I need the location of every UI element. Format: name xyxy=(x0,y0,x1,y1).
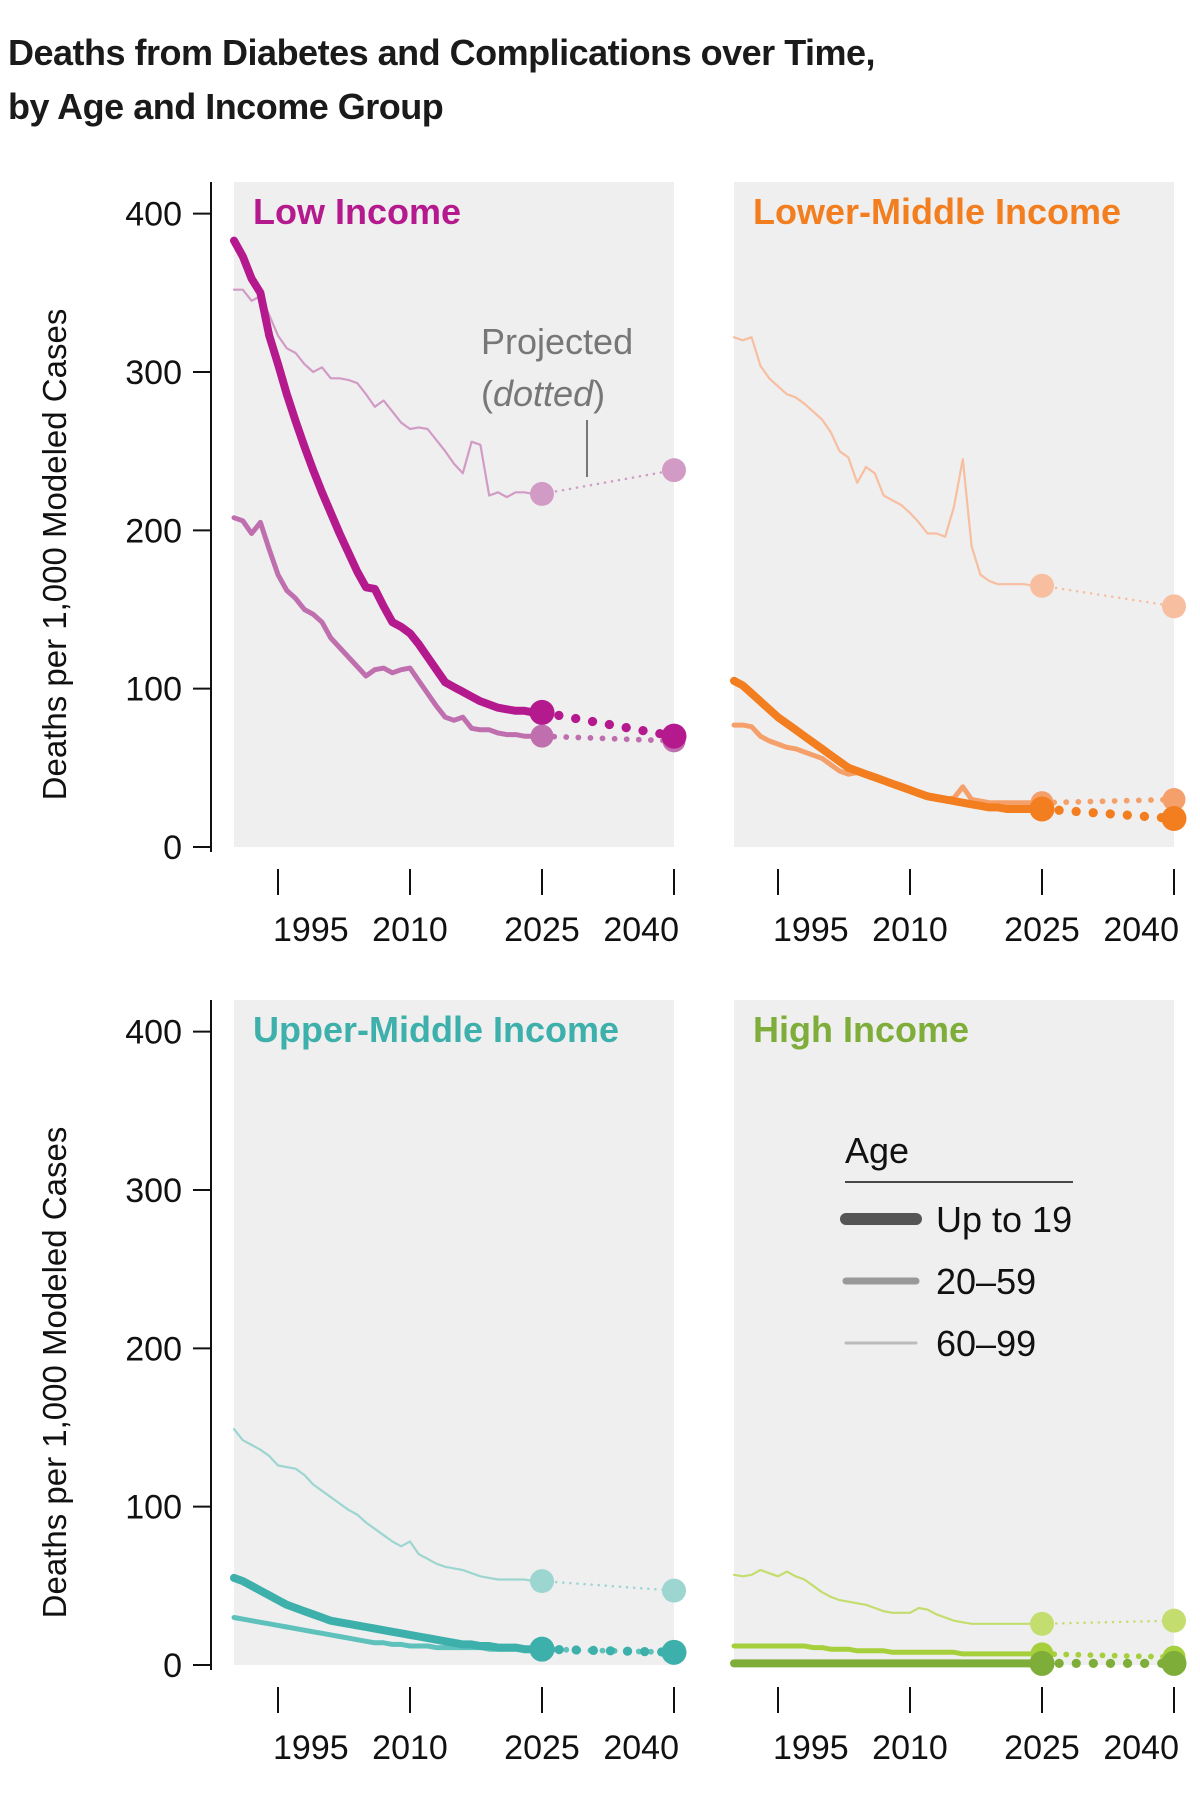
x-tick-label: 2010 xyxy=(872,911,948,949)
point-2025 xyxy=(1030,1611,1054,1636)
annotation-dotted: (dotted) xyxy=(481,373,605,414)
chart-title: Deaths from Diabetes and Complications o… xyxy=(8,26,1108,134)
projected-line xyxy=(537,707,679,741)
series-age-60-99 xyxy=(732,1568,1186,1636)
series-age-60-99 xyxy=(232,288,686,506)
x-tick-label: 1995 xyxy=(773,1729,849,1767)
panel-title: High Income xyxy=(753,1009,969,1050)
chart-title-line-1: Deaths from Diabetes and Complications o… xyxy=(8,32,876,73)
y-tick-label: 300 xyxy=(125,1172,182,1210)
y-tick-label: 200 xyxy=(125,512,182,550)
panel-background xyxy=(234,182,674,847)
projected-line xyxy=(1039,1651,1177,1660)
x-tick-label: 2025 xyxy=(504,911,580,949)
point-2025 xyxy=(1030,573,1054,598)
point-2040 xyxy=(1162,1608,1186,1633)
y-tick-label: 400 xyxy=(125,1014,182,1052)
point-2025 xyxy=(530,481,554,506)
panel-title: Low Income xyxy=(253,191,461,232)
projected-line xyxy=(540,1579,676,1592)
panel-background xyxy=(234,1000,674,1665)
point-2040 xyxy=(661,1639,687,1665)
x-tick-label: 2040 xyxy=(603,1729,679,1767)
series-line xyxy=(231,515,545,739)
point-2040 xyxy=(1161,1650,1187,1676)
series-age-19 xyxy=(230,236,687,749)
point-2025 xyxy=(530,724,554,748)
y-tick-label: 400 xyxy=(125,196,182,234)
panel-low-income: 0 100 200 300 400 Deaths per 1,000 Modeled Ca… xyxy=(36,182,687,949)
series-line xyxy=(232,288,544,499)
y-tick-label: 100 xyxy=(125,671,182,709)
legend-label: 20–59 xyxy=(936,1261,1036,1302)
series-age-19 xyxy=(730,676,1187,831)
series-line xyxy=(232,1427,544,1583)
point-2040 xyxy=(661,723,687,749)
x-tick-label: 2010 xyxy=(872,1729,948,1767)
legend-label: 60–99 xyxy=(936,1323,1036,1364)
panel-background xyxy=(734,182,1174,847)
series-line xyxy=(732,336,1044,587)
point-2025 xyxy=(529,1636,555,1662)
panel-high-income: 1995 2010 2025 2040 High Income Age Up to 19 20… xyxy=(730,1000,1187,1767)
point-2040 xyxy=(662,458,686,483)
series-age-19 xyxy=(730,1650,1187,1676)
projected-line xyxy=(540,468,676,496)
projected-line xyxy=(539,733,677,744)
legend-title: Age xyxy=(845,1130,909,1171)
y-tick-label: 0 xyxy=(163,1647,182,1685)
projected-line xyxy=(539,1646,677,1656)
panel-upper-middle-income: 0 100 200 300 400 Deaths per 1,000 Modeled Ca… xyxy=(36,1000,687,1767)
point-2040 xyxy=(1161,806,1187,831)
y-tick-label: 100 xyxy=(125,1489,182,1527)
series-line xyxy=(230,1573,546,1654)
x-tick-label: 2025 xyxy=(504,1729,580,1767)
x-tick-label: 1995 xyxy=(273,911,349,949)
projected-line xyxy=(1040,1619,1176,1626)
panel-lower-middle-income: 1995 2010 2025 2040 Lower-Middle Income xyxy=(730,182,1187,949)
legend-label: Up to 19 xyxy=(936,1199,1072,1240)
projected-line xyxy=(1037,804,1179,824)
series-line xyxy=(731,1643,1045,1657)
x-tick-label: 2040 xyxy=(1103,911,1179,949)
annotation-projected: Projected xyxy=(481,321,633,362)
panel-title: Upper-Middle Income xyxy=(253,1009,619,1050)
point-2025 xyxy=(530,1569,554,1594)
y-tick-label: 300 xyxy=(125,354,182,392)
series-age-19 xyxy=(230,1573,687,1665)
y-tick-label: 0 xyxy=(163,829,182,867)
series-age-60-99 xyxy=(732,336,1186,619)
point-2025 xyxy=(529,699,555,725)
y-axis-label: Deaths per 1,000 Modeled Cases xyxy=(36,309,73,801)
x-tick-label: 1995 xyxy=(273,1729,349,1767)
point-2025 xyxy=(1029,1650,1055,1676)
x-tick-label: 1995 xyxy=(773,911,849,949)
point-2040 xyxy=(1162,594,1186,619)
x-tick-label: 2040 xyxy=(603,911,679,949)
point-2040 xyxy=(662,1578,686,1603)
projected-line xyxy=(1039,796,1177,806)
x-tick-label: 2040 xyxy=(1103,1729,1179,1767)
panel-title: Lower-Middle Income xyxy=(753,191,1121,232)
series-line xyxy=(732,1568,1044,1625)
x-tick-label: 2010 xyxy=(372,1729,448,1767)
projected-line xyxy=(1040,584,1176,608)
y-tick-label: 200 xyxy=(125,1330,182,1368)
series-age-60-99 xyxy=(232,1427,686,1603)
panel-background xyxy=(734,1000,1174,1665)
x-tick-label: 2025 xyxy=(1004,911,1080,949)
series-line xyxy=(730,676,1046,813)
series-line xyxy=(230,236,546,717)
x-tick-label: 2010 xyxy=(372,911,448,949)
point-2040 xyxy=(1162,788,1186,811)
y-axis-label: Deaths per 1,000 Modeled Cases xyxy=(36,1127,73,1619)
projected-line xyxy=(537,1644,679,1657)
legend: Age Up to 19 20–59 60–99 xyxy=(840,1130,1073,1364)
x-tick-label: 2025 xyxy=(1004,1729,1080,1767)
point-2025 xyxy=(1029,796,1055,822)
chart-title-line-2: by Age and Income Group xyxy=(8,86,444,127)
